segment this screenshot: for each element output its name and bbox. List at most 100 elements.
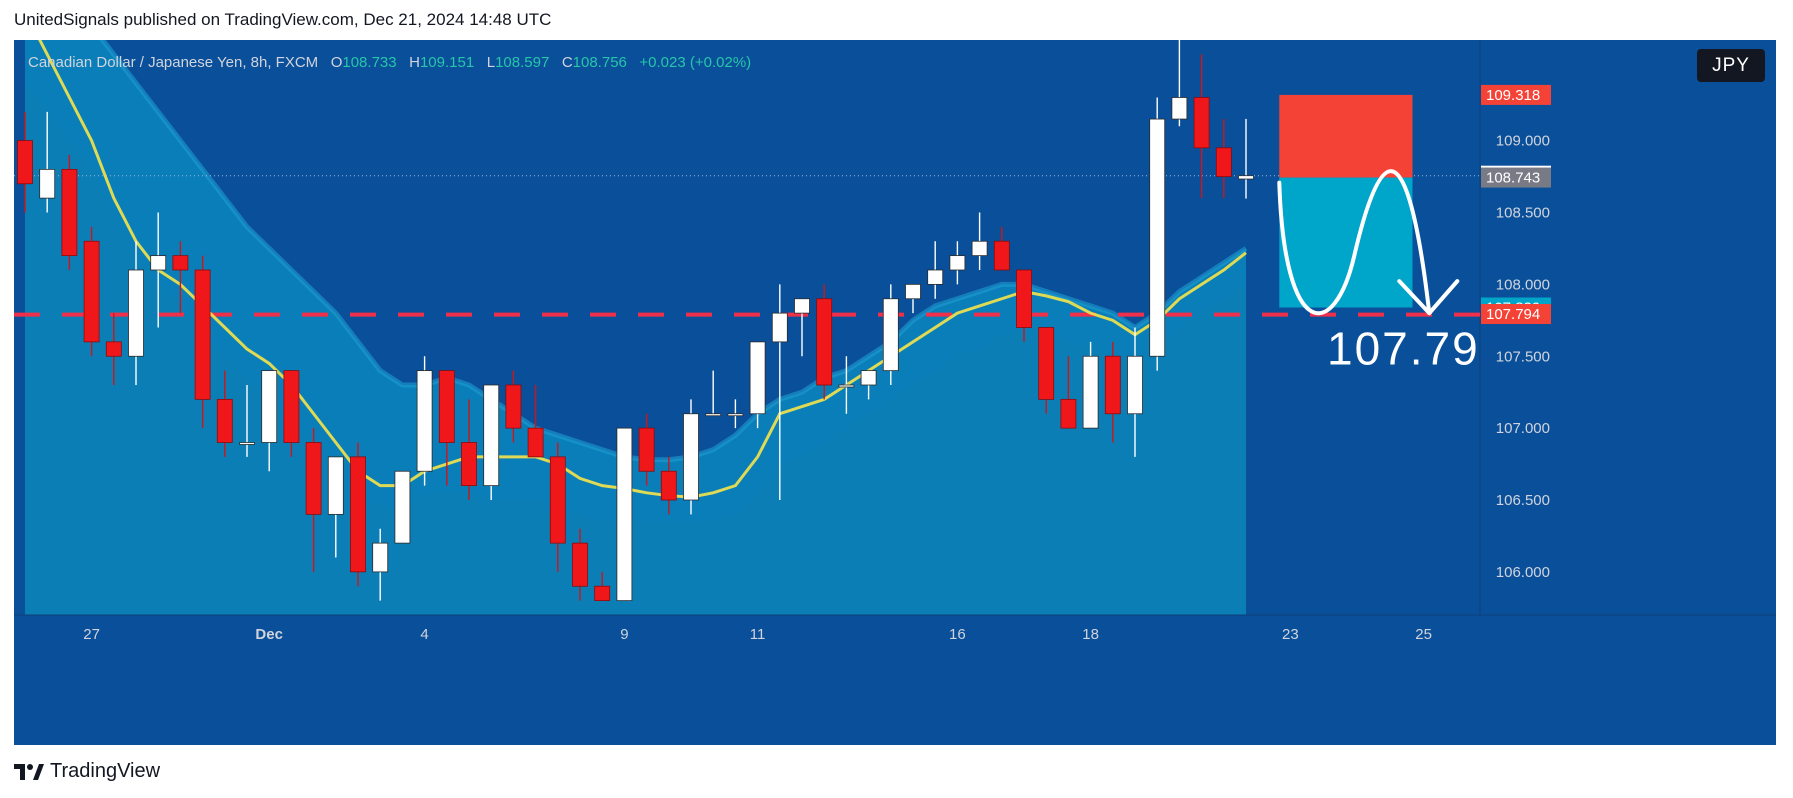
symbol-label: Canadian Dollar / Japanese Yen, 8h, FXCM bbox=[28, 54, 319, 71]
candle-body bbox=[61, 168, 78, 257]
candle-body bbox=[128, 269, 144, 357]
candle-body bbox=[949, 255, 966, 271]
candle-body bbox=[838, 384, 855, 388]
low-label: L bbox=[486, 54, 496, 71]
candle-body bbox=[1127, 355, 1143, 415]
candle-body bbox=[1215, 147, 1232, 177]
candle-body bbox=[17, 140, 33, 185]
y-tick-label: 106.500 bbox=[1496, 492, 1550, 509]
candle-body bbox=[1038, 327, 1055, 400]
ema-band-upper-line bbox=[99, 40, 1248, 463]
candle-body bbox=[683, 413, 699, 501]
candle-body bbox=[172, 255, 189, 271]
candle-body bbox=[350, 456, 366, 573]
candle-body bbox=[1149, 118, 1166, 357]
candle-body bbox=[1104, 355, 1121, 415]
candle-body bbox=[594, 585, 611, 602]
y-tick-label: 106.000 bbox=[1496, 564, 1550, 581]
candle-body bbox=[83, 240, 100, 343]
candle-body bbox=[483, 384, 500, 487]
close-label: C bbox=[561, 54, 573, 71]
forecast-arrow-head bbox=[1397, 279, 1460, 316]
forecast-arrow-curve bbox=[1277, 169, 1432, 316]
chart-frame[interactable]: 107.79 106.000 106.500 107.000 107.500 108.00… bbox=[14, 40, 1776, 745]
ema-line bbox=[38, 40, 1247, 499]
candle-body bbox=[616, 427, 633, 602]
candle-body bbox=[971, 240, 988, 257]
price-chart[interactable]: 107.79 106.000 106.500 107.000 107.500 108.00… bbox=[14, 40, 1776, 745]
change-value: +0.023 (+0.02%) bbox=[639, 54, 752, 71]
price-badge bbox=[1481, 84, 1551, 105]
target-price-label: 107.79 bbox=[1327, 323, 1480, 375]
stop-loss-zone bbox=[1279, 94, 1413, 178]
candle-body bbox=[882, 298, 899, 372]
x-tick-label: 18 bbox=[1082, 626, 1099, 643]
candle-body bbox=[194, 269, 211, 400]
high-value: 109.151 bbox=[419, 54, 475, 71]
price-badge-label: 109.318 bbox=[1486, 87, 1540, 104]
candle-body bbox=[239, 442, 255, 445]
candle-body bbox=[1193, 97, 1210, 149]
x-tick-label: 25 bbox=[1415, 626, 1432, 643]
x-tick-label: 27 bbox=[83, 626, 100, 643]
candle-body bbox=[993, 240, 1010, 271]
candle-body bbox=[749, 341, 766, 415]
candle-body bbox=[505, 384, 522, 429]
candle-body bbox=[638, 427, 655, 472]
candle-body bbox=[727, 413, 744, 417]
x-tick-label: 9 bbox=[620, 626, 628, 643]
x-tick-label: 4 bbox=[420, 626, 428, 643]
candle-body bbox=[1060, 398, 1077, 429]
candle-body bbox=[816, 298, 833, 386]
price-badge bbox=[1481, 303, 1551, 324]
candle-body bbox=[1171, 97, 1188, 120]
open-value: 108.733 bbox=[342, 54, 397, 71]
time-axis-bg bbox=[14, 615, 1776, 745]
candle-body bbox=[860, 370, 877, 386]
x-tick-label: 11 bbox=[750, 626, 766, 643]
publisher-header: UnitedSignals published on TradingView.c… bbox=[14, 10, 552, 29]
candle-body bbox=[394, 470, 411, 544]
candle-body bbox=[1082, 355, 1099, 429]
candle-body bbox=[438, 370, 455, 443]
close-value: 108.756 bbox=[572, 54, 627, 71]
x-tick-label: 16 bbox=[949, 626, 966, 643]
y-tick-label: 108.500 bbox=[1496, 205, 1550, 222]
candle-body bbox=[372, 542, 389, 573]
candle-body bbox=[305, 442, 322, 515]
high-label: H bbox=[409, 54, 420, 71]
candle-body bbox=[771, 312, 788, 343]
candle-body bbox=[1238, 175, 1254, 180]
candle-body bbox=[283, 370, 300, 443]
candle-body bbox=[105, 341, 122, 357]
price-badge bbox=[1481, 167, 1551, 188]
y-tick-label: 108.000 bbox=[1496, 276, 1550, 293]
candle-body bbox=[927, 269, 944, 285]
tradingview-brand: TradingView bbox=[50, 760, 161, 782]
candle-body bbox=[216, 398, 233, 443]
price-axis-bg bbox=[1480, 40, 1776, 615]
candle-body bbox=[549, 456, 566, 544]
y-tick-label: 107.000 bbox=[1496, 420, 1550, 437]
candle-body bbox=[39, 168, 56, 199]
ohlc-legend: Canadian Dollar / Japanese Yen, 8h, FXCM… bbox=[28, 54, 751, 71]
y-tick-label: 109.000 bbox=[1496, 133, 1550, 150]
candle-body bbox=[660, 470, 677, 501]
candle-body bbox=[572, 542, 588, 587]
candle-body bbox=[416, 370, 433, 472]
price-badge-label: 108.743 bbox=[1486, 170, 1540, 187]
candle-body bbox=[461, 442, 477, 487]
price-badge-label: 107.794 bbox=[1486, 306, 1540, 323]
tradingview-icon bbox=[14, 763, 44, 780]
candle-body bbox=[527, 427, 544, 458]
candle-body bbox=[150, 255, 167, 271]
currency-button[interactable]: JPY bbox=[1697, 49, 1765, 82]
tradingview-logo[interactable]: TradingView bbox=[14, 760, 160, 783]
y-tick-label: 107.500 bbox=[1496, 348, 1550, 365]
candle-body bbox=[705, 413, 722, 417]
x-tick-label: Dec bbox=[255, 626, 283, 643]
candle-body bbox=[794, 298, 810, 314]
candle-body bbox=[1016, 269, 1032, 328]
candle-body bbox=[905, 283, 921, 300]
low-value: 108.597 bbox=[495, 54, 550, 71]
